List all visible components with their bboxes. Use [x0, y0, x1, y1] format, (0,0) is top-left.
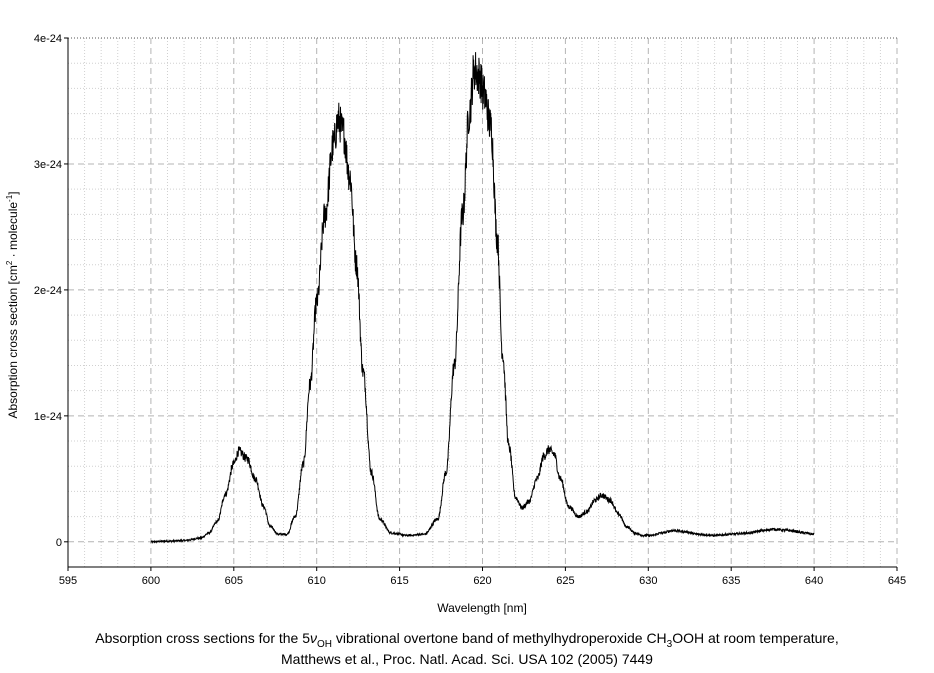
x-tick-label: 600 [142, 575, 160, 587]
y-tick-label: 1e-24 [34, 411, 62, 423]
caption-line-2: Matthews et al., Proc. Natl. Acad. Sci. … [281, 651, 653, 667]
absorption-line [150, 52, 815, 544]
minor-grid [68, 38, 897, 568]
x-tick-label: 640 [805, 575, 823, 587]
y-tick-label: 3e-24 [34, 159, 62, 171]
y-axis-title: Absorption cross section [cm2 · molecule… [5, 191, 20, 418]
caption-line-1: Absorption cross sections for the 5νOH v… [95, 630, 839, 650]
x-tick-label: 615 [390, 575, 408, 587]
x-tick-label: 625 [556, 575, 574, 587]
x-axis-ticks: 595 600 605 610 615 620 625 630 635 640 645 [59, 567, 906, 587]
y-tick-label: 4e-24 [34, 33, 62, 45]
x-tick-label: 630 [639, 575, 657, 587]
y-tick-label: 0 [56, 537, 62, 549]
y-tick-label: 2e-24 [34, 285, 62, 297]
x-tick-label: 610 [308, 575, 326, 587]
x-tick-label: 645 [888, 575, 906, 587]
x-tick-label: 635 [722, 575, 740, 587]
x-axis-title: Wavelength [nm] [437, 601, 527, 615]
major-grid [68, 37, 898, 567]
y-axis-ticks: 0 1e-24 2e-24 3e-24 4e-24 [34, 33, 68, 549]
x-tick-label: 595 [59, 575, 77, 587]
x-tick-label: 620 [473, 575, 491, 587]
chart: 595 600 605 610 615 620 625 630 635 640 645 0 1e-24… [5, 33, 906, 615]
x-tick-label: 605 [225, 575, 243, 587]
